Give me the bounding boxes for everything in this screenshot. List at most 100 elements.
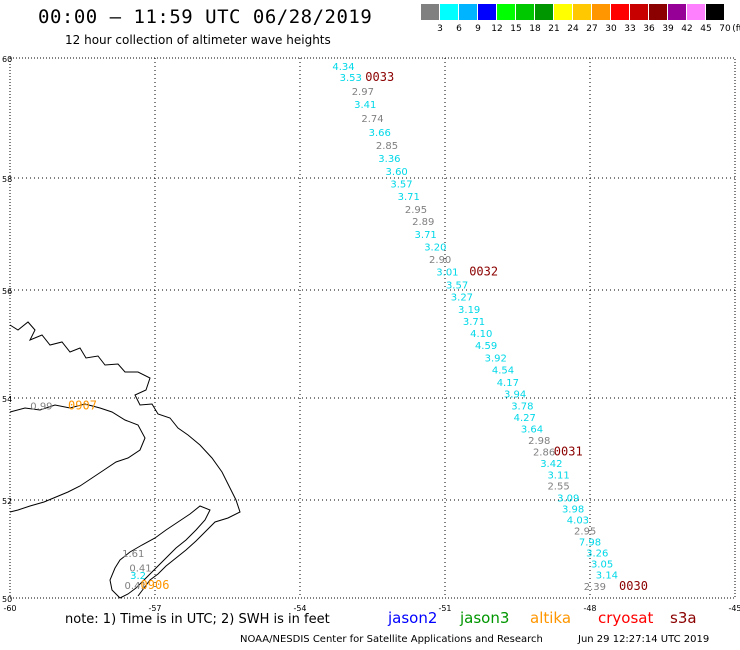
- swh-value: 3.94: [504, 390, 526, 401]
- swh-value: 2.55: [547, 482, 569, 493]
- pass-time-label: 0906: [141, 578, 170, 592]
- legend-swatch: [497, 4, 516, 20]
- coastline-gulf: [9, 403, 146, 513]
- pass-time-label: 0030: [619, 579, 648, 593]
- swh-value: 2.39: [584, 582, 606, 593]
- legend-swatch: [459, 4, 478, 20]
- pass-time-label: 0031: [554, 445, 583, 459]
- legend-level-label: 3: [437, 24, 443, 34]
- longitude-tick-label: -57: [148, 604, 161, 613]
- latitude-tick-label: 56: [2, 287, 12, 296]
- legend-swatch: [706, 4, 725, 20]
- swh-value: 4.10: [470, 329, 492, 340]
- legend-swatch: [421, 4, 440, 20]
- swh-value: 2.98: [528, 436, 550, 447]
- footnote: note: 1) Time is in UTC; 2) SWH is in fe…: [65, 612, 330, 627]
- swh-value: 3.41: [354, 100, 376, 111]
- legend-swatch: [649, 4, 668, 20]
- swh-value: 7.98: [579, 538, 601, 549]
- legend-swatch: [440, 4, 459, 20]
- longitude-tick-label: -48: [583, 604, 596, 613]
- latitude-tick-label: 50: [2, 595, 12, 604]
- swh-value: 3.57: [390, 180, 412, 191]
- legend-level-label: 27: [586, 24, 598, 34]
- observations-layer: 4.343.53 2.97 3.41 2.74 3.66 2.85 3.36 3.60 3.57…: [30, 62, 618, 593]
- legend-level-label: 70: [719, 24, 731, 34]
- longitude-tick-label: -51: [438, 604, 451, 613]
- swh-value: 1.61: [122, 549, 144, 560]
- swh-value: 3.14: [596, 570, 618, 581]
- legend-level-label: 12: [491, 24, 503, 34]
- swh-value: 2.95: [574, 526, 596, 537]
- swh-value: 2.90: [429, 255, 451, 266]
- satellite-name-jason3: jason3: [460, 609, 510, 627]
- swh-value: 2.86: [533, 448, 555, 459]
- legend-level-label: 9: [475, 24, 481, 34]
- legend-swatch: [611, 4, 630, 20]
- swh-value: 3.71: [415, 230, 437, 241]
- legend-level-label: 30: [605, 24, 617, 34]
- swh-value: 3.71: [398, 192, 420, 203]
- swh-value: 2.89: [412, 217, 434, 228]
- legend-level-label: 39: [662, 24, 674, 34]
- generation-timestamp: Jun 29 12:27:14 UTC 2019: [578, 634, 710, 645]
- swh-value: 3.71: [463, 317, 485, 328]
- coastline-newfoundland: [109, 505, 211, 599]
- swh-value: 0.99: [30, 402, 52, 413]
- satellite-name-cryosat: cryosat: [598, 609, 654, 627]
- longitude-tick-label: -45: [728, 604, 740, 613]
- map-title: 00:00 – 11:59 UTC 06/28/2019: [38, 6, 373, 28]
- credit-line: NOAA/NESDIS Center for Satellite Applica…: [240, 634, 543, 645]
- map-border: [9, 57, 736, 599]
- coastline-labrador: [9, 321, 241, 597]
- swh-value: 3.78: [511, 402, 533, 413]
- swh-value: 4.17: [497, 378, 519, 389]
- swh-value: 0.41: [129, 564, 151, 575]
- legend-level-label: 24: [567, 24, 579, 34]
- swh-value: 0.41: [125, 581, 147, 592]
- legend-level-label: 18: [529, 24, 541, 34]
- swh-value: 3.20: [424, 242, 446, 253]
- legend-level-label: 15: [510, 24, 522, 34]
- swh-value: 2.74: [361, 114, 383, 125]
- pass-time-label: 0032: [469, 265, 498, 279]
- latitude-tick-label: 54: [2, 395, 12, 404]
- swh-value: 3.66: [369, 128, 391, 139]
- swh-value: 3.53: [340, 73, 362, 84]
- swh-value: 3.19: [458, 305, 480, 316]
- latitude-tick-label: 58: [2, 175, 12, 184]
- map-frame: -60 -57 -54 -51 -48 -45 60 58 56 54 52 50: [2, 55, 740, 613]
- swh-value: 3.05: [591, 560, 613, 571]
- pass-time-label: 0033: [365, 70, 394, 84]
- legend-swatch: [516, 4, 535, 20]
- legend-swatch: [573, 4, 592, 20]
- legend-swatch: [592, 4, 611, 20]
- legend-level-label: 45: [700, 24, 712, 34]
- satellite-name-altika: altika: [530, 609, 572, 627]
- swh-value: 3.27: [451, 292, 473, 303]
- swh-value: 3.11: [547, 471, 569, 482]
- swh-value: 3.98: [562, 504, 584, 515]
- legend-swatch: [478, 4, 497, 20]
- legend-level-label: 33: [624, 24, 636, 34]
- satellite-name-s3a: s3a: [670, 609, 697, 627]
- swh-value: 3.36: [378, 154, 400, 165]
- swh-value: 3.42: [540, 459, 562, 470]
- latitude-tick-label: 60: [2, 55, 12, 64]
- legend-level-label: 6: [456, 24, 462, 34]
- swh-value: 3.01: [436, 268, 458, 279]
- swh-value: 4.34: [332, 62, 354, 73]
- swh-value: 2.95: [405, 205, 427, 216]
- swh-value: 2.85: [376, 141, 398, 152]
- swh-value: 3.26: [586, 548, 608, 559]
- swh-value: 3.09: [557, 493, 579, 504]
- swh-value: 4.54: [492, 365, 514, 376]
- legend-swatch: [668, 4, 687, 20]
- swh-value: 2.97: [352, 87, 374, 98]
- latitude-tick-label: 52: [2, 497, 12, 506]
- swh-value: 3.92: [485, 354, 507, 365]
- legend-level-label: 21: [548, 24, 560, 34]
- legend-swatch: [554, 4, 573, 20]
- legend-level-label: 36: [643, 24, 655, 34]
